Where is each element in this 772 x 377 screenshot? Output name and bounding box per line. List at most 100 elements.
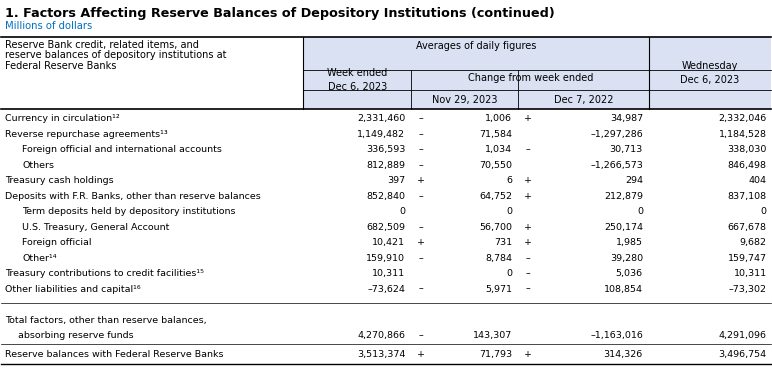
Text: Other¹⁴: Other¹⁴: [22, 254, 56, 263]
Text: 1,985: 1,985: [616, 238, 643, 247]
Text: Currency in circulation¹²: Currency in circulation¹²: [5, 114, 120, 123]
Text: 336,593: 336,593: [366, 145, 405, 154]
Text: –1,163,016: –1,163,016: [590, 331, 643, 340]
Text: 10,311: 10,311: [733, 269, 767, 278]
Text: 0: 0: [506, 207, 512, 216]
Text: –: –: [418, 285, 423, 294]
Text: Treasury cash holdings: Treasury cash holdings: [5, 176, 113, 185]
Text: 10,311: 10,311: [372, 269, 405, 278]
Text: 159,910: 159,910: [366, 254, 405, 263]
Text: 159,747: 159,747: [728, 254, 767, 263]
Text: Averages of daily figures: Averages of daily figures: [416, 41, 537, 51]
Text: 34,987: 34,987: [610, 114, 643, 123]
Text: –: –: [418, 192, 423, 201]
Bar: [303, 37, 649, 109]
Text: –: –: [418, 130, 423, 139]
Text: 108,854: 108,854: [604, 285, 643, 294]
Text: 0: 0: [506, 269, 512, 278]
Text: Treasury contributions to credit facilities¹⁵: Treasury contributions to credit facilit…: [5, 269, 204, 278]
Text: –: –: [418, 331, 423, 340]
Text: 1. Factors Affecting Reserve Balances of Depository Institutions (continued): 1. Factors Affecting Reserve Balances of…: [5, 7, 555, 20]
Text: +: +: [523, 238, 532, 247]
Text: Dec 7, 2022: Dec 7, 2022: [554, 95, 614, 105]
Text: U.S. Treasury, General Account: U.S. Treasury, General Account: [22, 223, 170, 231]
Text: –1,297,286: –1,297,286: [590, 130, 643, 139]
Text: 71,584: 71,584: [479, 130, 512, 139]
Text: reserve balances of depository institutions at: reserve balances of depository instituti…: [5, 51, 227, 60]
Text: 6: 6: [506, 176, 512, 185]
Text: 3,513,374: 3,513,374: [357, 350, 405, 359]
Text: +: +: [523, 350, 532, 359]
Text: Reverse repurchase agreements¹³: Reverse repurchase agreements¹³: [5, 130, 168, 139]
Text: –: –: [525, 285, 530, 294]
Text: 852,840: 852,840: [366, 192, 405, 201]
Text: 9,682: 9,682: [740, 238, 767, 247]
Text: Change from week ended: Change from week ended: [468, 73, 593, 83]
Text: Term deposits held by depository institutions: Term deposits held by depository institu…: [22, 207, 235, 216]
Text: 1,034: 1,034: [485, 145, 512, 154]
Text: 4,291,096: 4,291,096: [719, 331, 767, 340]
Text: Wednesday
Dec 6, 2023: Wednesday Dec 6, 2023: [680, 61, 740, 85]
Text: Federal Reserve Banks: Federal Reserve Banks: [5, 61, 117, 71]
Text: 5,036: 5,036: [616, 269, 643, 278]
Text: –: –: [418, 145, 423, 154]
Text: 338,030: 338,030: [727, 145, 767, 154]
Text: –73,302: –73,302: [729, 285, 767, 294]
Text: –: –: [418, 223, 423, 231]
Text: 250,174: 250,174: [604, 223, 643, 231]
Text: 71,793: 71,793: [479, 350, 512, 359]
Text: 314,326: 314,326: [604, 350, 643, 359]
Text: Foreign official and international accounts: Foreign official and international accou…: [22, 145, 222, 154]
Text: –73,624: –73,624: [367, 285, 405, 294]
Text: Others: Others: [22, 161, 54, 170]
Text: Reserve balances with Federal Reserve Banks: Reserve balances with Federal Reserve Ba…: [5, 350, 224, 359]
Text: Deposits with F.R. Banks, other than reserve balances: Deposits with F.R. Banks, other than res…: [5, 192, 261, 201]
Text: Nov 29, 2023: Nov 29, 2023: [432, 95, 498, 105]
Text: +: +: [523, 192, 532, 201]
Text: 0: 0: [399, 207, 405, 216]
Text: 1,184,528: 1,184,528: [719, 130, 767, 139]
Text: 2,332,046: 2,332,046: [719, 114, 767, 123]
Text: –: –: [525, 145, 530, 154]
Text: 812,889: 812,889: [366, 161, 405, 170]
Text: +: +: [523, 114, 532, 123]
Text: 64,752: 64,752: [479, 192, 512, 201]
Text: 3,496,754: 3,496,754: [719, 350, 767, 359]
Text: 4,270,866: 4,270,866: [357, 331, 405, 340]
Text: 404: 404: [749, 176, 767, 185]
Text: 294: 294: [625, 176, 643, 185]
Text: Total factors, other than reserve balances,: Total factors, other than reserve balanc…: [5, 316, 207, 325]
Bar: [649, 37, 770, 109]
Text: 731: 731: [494, 238, 512, 247]
Text: 837,108: 837,108: [728, 192, 767, 201]
Text: 846,498: 846,498: [728, 161, 767, 170]
Text: 70,550: 70,550: [479, 161, 512, 170]
Text: –: –: [525, 254, 530, 263]
Text: 143,307: 143,307: [473, 331, 512, 340]
Text: absorbing reserve funds: absorbing reserve funds: [19, 331, 134, 340]
Text: +: +: [523, 223, 532, 231]
Text: 1,006: 1,006: [485, 114, 512, 123]
Text: 10,421: 10,421: [372, 238, 405, 247]
Text: 5,971: 5,971: [485, 285, 512, 294]
Text: Reserve Bank credit, related items, and: Reserve Bank credit, related items, and: [5, 40, 199, 50]
Text: 39,280: 39,280: [610, 254, 643, 263]
Text: Other liabilities and capital¹⁶: Other liabilities and capital¹⁶: [5, 285, 141, 294]
Text: 56,700: 56,700: [479, 223, 512, 231]
Text: +: +: [417, 238, 425, 247]
Text: Millions of dollars: Millions of dollars: [5, 21, 93, 31]
Text: 0: 0: [760, 207, 767, 216]
Text: 397: 397: [387, 176, 405, 185]
Text: 8,784: 8,784: [485, 254, 512, 263]
Text: –1,266,573: –1,266,573: [590, 161, 643, 170]
Text: +: +: [417, 350, 425, 359]
Text: +: +: [523, 176, 532, 185]
Text: –: –: [525, 269, 530, 278]
Text: 212,879: 212,879: [604, 192, 643, 201]
Text: –: –: [418, 254, 423, 263]
Text: –: –: [418, 161, 423, 170]
Text: Week ended
Dec 6, 2023: Week ended Dec 6, 2023: [327, 68, 388, 92]
Text: 1,149,482: 1,149,482: [357, 130, 405, 139]
Text: +: +: [417, 176, 425, 185]
Text: 30,713: 30,713: [610, 145, 643, 154]
